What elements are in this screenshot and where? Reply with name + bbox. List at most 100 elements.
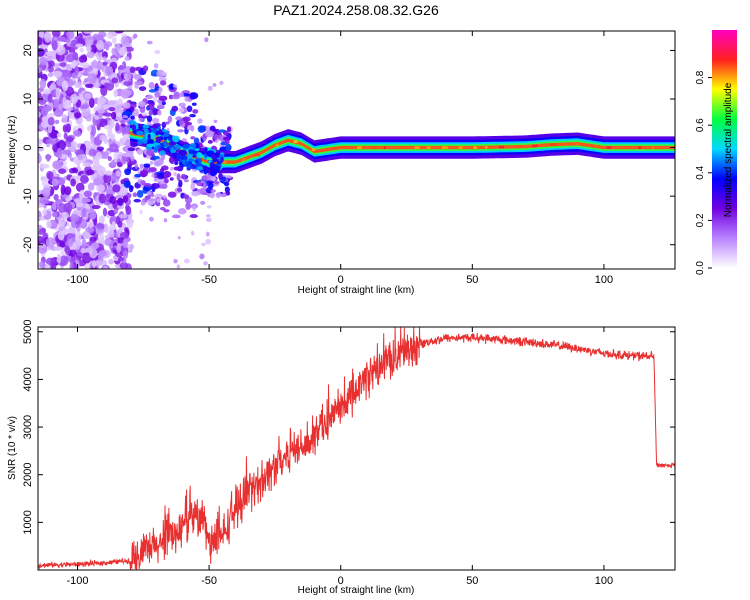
heatmap-cell bbox=[74, 149, 85, 156]
heatmap-cell bbox=[38, 98, 47, 105]
heatmap-cell bbox=[48, 60, 55, 67]
heatmap-cell bbox=[194, 159, 199, 164]
heatmap-cell bbox=[103, 82, 110, 89]
heatmap-cell bbox=[163, 209, 170, 213]
heatmap-cell bbox=[147, 103, 155, 111]
heatmap-cell bbox=[177, 150, 186, 157]
heatmap-cell bbox=[115, 43, 121, 51]
heatmap-cell bbox=[199, 253, 205, 260]
spectrogram-ytick-label-3: 10 bbox=[22, 93, 34, 105]
heatmap-cell bbox=[176, 155, 181, 160]
heatmap-cell bbox=[183, 258, 190, 264]
heatmap-cell bbox=[124, 227, 129, 233]
heatmap-cell bbox=[156, 198, 161, 203]
heatmap-cell bbox=[79, 104, 89, 110]
heatmap-cell bbox=[215, 192, 222, 199]
heatmap-cell bbox=[165, 171, 171, 175]
colorbar-ticks: 0.0 0.2 0.4 0.6 0.8 bbox=[695, 70, 712, 275]
heatmap-cell bbox=[58, 168, 67, 174]
heatmap-cell bbox=[51, 211, 58, 218]
heatmap-cell bbox=[92, 59, 98, 69]
heatmap-cell bbox=[147, 133, 151, 140]
heatmap-cell bbox=[103, 223, 109, 233]
heatmap-cell bbox=[117, 98, 123, 105]
heatmap-cell bbox=[190, 230, 195, 236]
heatmap-cell bbox=[103, 112, 113, 117]
heatmap-cell bbox=[39, 163, 50, 169]
spectrogram-xtick-label-4: 100 bbox=[595, 274, 613, 286]
heatmap-cell bbox=[217, 129, 227, 133]
heatmap-cell bbox=[70, 213, 79, 223]
heatmap-cell bbox=[122, 111, 132, 116]
heatmap-cell bbox=[85, 115, 92, 122]
heatmap-cell bbox=[188, 149, 194, 155]
heatmap-cell bbox=[110, 172, 117, 182]
heatmap-cell bbox=[211, 176, 217, 181]
heatmap-cell bbox=[146, 115, 153, 123]
heatmap-cell bbox=[164, 121, 170, 125]
heatmap-cell bbox=[74, 231, 82, 243]
heatmap-cell bbox=[82, 162, 92, 168]
heatmap-cell bbox=[190, 92, 199, 100]
heatmap-cell bbox=[47, 124, 53, 134]
heatmap-cell bbox=[98, 250, 108, 257]
heatmap-cell bbox=[139, 105, 146, 114]
heatmap-cell bbox=[150, 193, 155, 198]
heatmap-cell bbox=[157, 126, 162, 130]
heatmap-cell bbox=[87, 182, 95, 191]
heatmap-cell bbox=[39, 196, 49, 205]
spectrogram-xtick-label-1: -50 bbox=[201, 274, 217, 286]
heatmap-cell bbox=[131, 124, 137, 131]
heatmap-cell bbox=[139, 170, 148, 178]
heatmap-cell bbox=[95, 151, 103, 160]
snr-ylabel: SNR (10 * v/v) bbox=[7, 416, 18, 480]
heatmap-cell bbox=[92, 158, 100, 167]
heatmap-cell bbox=[106, 100, 117, 106]
heatmap-cell bbox=[159, 168, 165, 173]
heatmap-cell bbox=[70, 141, 78, 147]
heatmap-cell bbox=[122, 101, 131, 109]
heatmap-cell bbox=[125, 204, 130, 212]
heatmap-cell bbox=[73, 198, 83, 203]
heatmap-cell bbox=[86, 45, 92, 53]
heatmap-cell bbox=[170, 147, 175, 154]
heatmap-cell bbox=[148, 110, 154, 116]
heatmap-cell bbox=[186, 105, 193, 113]
heatmap-cell bbox=[383, 146, 386, 149]
heatmap-cell bbox=[51, 178, 59, 187]
heatmap-cell bbox=[154, 91, 161, 98]
heatmap-cell bbox=[169, 141, 176, 146]
heatmap-cell bbox=[130, 120, 137, 126]
heatmap-cell bbox=[181, 90, 191, 95]
heatmap-cell bbox=[75, 43, 84, 48]
heatmap-cell bbox=[96, 222, 105, 230]
heatmap-cell bbox=[179, 92, 184, 98]
heatmap-cell bbox=[176, 188, 183, 192]
heatmap-cell bbox=[197, 118, 203, 124]
heatmap-cell bbox=[119, 231, 129, 239]
heatmap-cell bbox=[157, 104, 165, 109]
heatmap-cell bbox=[177, 129, 185, 133]
heatmap-cell bbox=[115, 122, 120, 132]
heatmap-cell bbox=[52, 160, 63, 170]
heatmap-cell bbox=[146, 191, 152, 196]
heatmap-cell bbox=[606, 146, 612, 149]
heatmap-cell bbox=[209, 161, 215, 168]
heatmap-cell bbox=[117, 204, 125, 210]
heatmap-cell bbox=[189, 114, 196, 118]
heatmap-cell bbox=[55, 87, 61, 99]
spectrogram-heatmap bbox=[38, 31, 675, 269]
heatmap-cell bbox=[38, 138, 43, 145]
heatmap-cell bbox=[332, 147, 335, 150]
heatmap-cell bbox=[113, 89, 118, 98]
heatmap-cell bbox=[158, 100, 163, 105]
heatmap-cell bbox=[108, 106, 116, 112]
heatmap-cell bbox=[55, 52, 65, 62]
heatmap-cell bbox=[178, 179, 183, 188]
snr-frame bbox=[37, 326, 676, 571]
heatmap-cell bbox=[414, 146, 420, 149]
heatmap-cell bbox=[80, 175, 89, 184]
heatmap-cell bbox=[113, 151, 118, 163]
heatmap-cell bbox=[47, 72, 54, 78]
